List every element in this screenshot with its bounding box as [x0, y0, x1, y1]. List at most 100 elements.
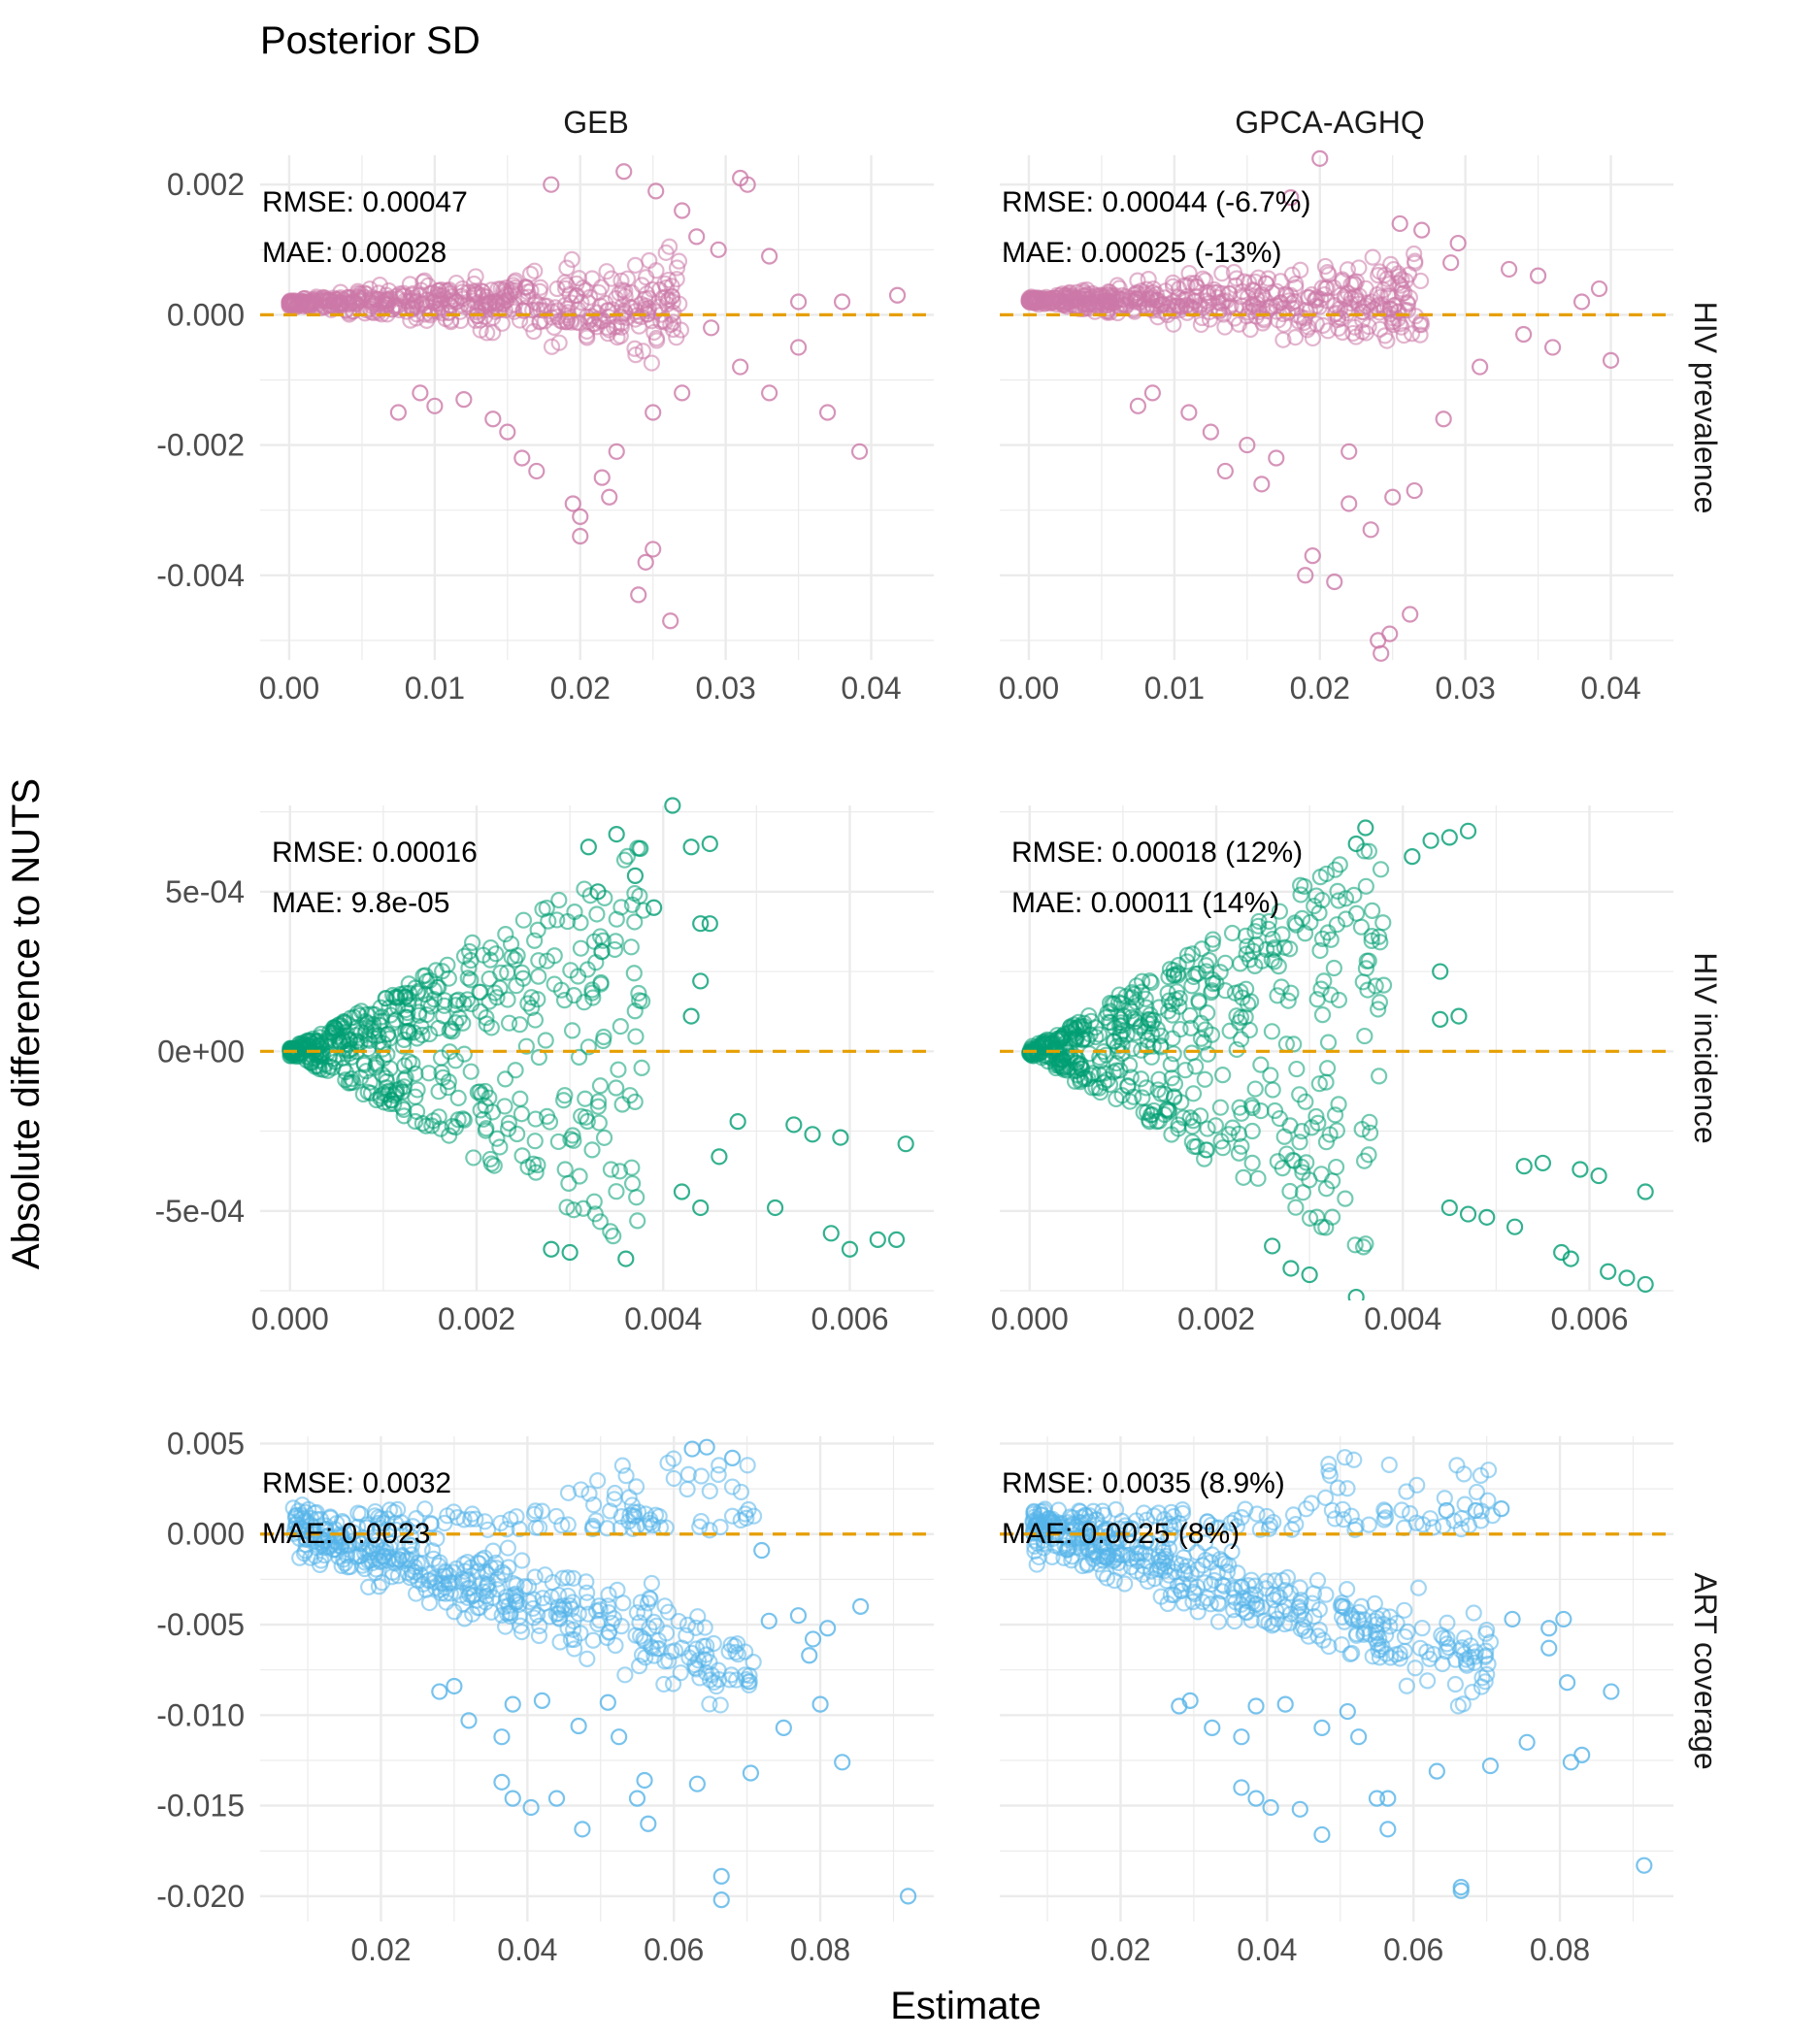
data-point [622, 938, 640, 956]
data-point [370, 1034, 387, 1051]
data-point [1216, 1555, 1234, 1572]
data-point [1294, 1164, 1311, 1181]
data-point [1518, 1733, 1536, 1751]
data-point [682, 1007, 700, 1025]
data-point [888, 286, 907, 304]
data-point [683, 1440, 701, 1458]
data-point [1231, 1099, 1248, 1116]
data-point [598, 263, 615, 280]
data-point [1459, 822, 1477, 839]
data-point [1163, 1126, 1180, 1143]
data-point [1224, 1119, 1241, 1136]
data-point [1165, 1045, 1182, 1063]
data-point [533, 1692, 551, 1709]
data-point [1288, 1060, 1306, 1078]
data-point [492, 1514, 510, 1532]
data-point [1084, 1065, 1102, 1082]
data-point [581, 288, 599, 306]
data-point [1292, 886, 1309, 904]
data-point [1253, 952, 1271, 970]
data-point [1572, 293, 1591, 311]
data-point [601, 1502, 619, 1520]
data-point [632, 1627, 649, 1645]
data-point [1221, 1022, 1239, 1039]
data-point [1334, 1608, 1351, 1626]
data-point [1293, 309, 1310, 326]
data-point [832, 1129, 849, 1146]
data-point [1481, 1633, 1500, 1651]
data-point [416, 1500, 434, 1518]
data-point [1308, 1571, 1327, 1590]
data-point [1534, 1154, 1552, 1172]
data-point [529, 1156, 546, 1174]
data-point [1122, 1520, 1140, 1537]
data-point [1054, 1528, 1072, 1545]
data-point [554, 1569, 572, 1587]
data-point [1393, 1501, 1410, 1519]
data-point [1199, 1120, 1216, 1137]
data-point [811, 1695, 829, 1713]
x-tick-label: 0.06 [644, 1932, 704, 1967]
data-point [692, 1512, 710, 1530]
data-point [356, 1554, 374, 1571]
data-point [574, 1821, 591, 1838]
data-point [513, 1552, 531, 1569]
data-point [1316, 1489, 1335, 1506]
data-point [689, 1652, 708, 1669]
data-point [617, 1250, 635, 1267]
data-point [801, 1647, 818, 1664]
data-point [431, 1683, 448, 1700]
data-point [529, 991, 546, 1008]
data-point [668, 259, 686, 277]
data-point [397, 1068, 414, 1087]
data-point [455, 947, 474, 965]
data-point [1087, 1028, 1105, 1046]
data-point [818, 404, 837, 421]
data-point [1199, 1590, 1216, 1607]
data-point [1321, 1126, 1339, 1143]
data-point [578, 1573, 595, 1591]
data-point [512, 1617, 529, 1634]
data-point [1298, 1500, 1315, 1518]
data-point [887, 1231, 906, 1248]
data-point [1330, 991, 1348, 1009]
text-layer: 0.00 0.01 0.02 0.03 0.04 -0.004 -0.002 0.000 0.0… [155, 167, 1641, 1967]
data-point [1357, 1235, 1374, 1253]
data-point [1276, 1695, 1294, 1713]
data-point [399, 1564, 416, 1582]
data-point [1304, 547, 1321, 565]
data-point [1042, 1046, 1060, 1064]
data-point [628, 1189, 645, 1206]
data-point [1053, 1030, 1071, 1047]
data-point [1309, 1114, 1327, 1132]
data-point [711, 1518, 729, 1536]
data-point [395, 1031, 414, 1049]
data-point [613, 1457, 631, 1474]
data-point [1247, 1697, 1265, 1715]
data-point [526, 1568, 544, 1586]
data-point [1478, 1665, 1496, 1684]
data-point [1098, 1569, 1116, 1587]
data-point [1432, 963, 1449, 980]
data-point [1063, 1515, 1080, 1533]
data-point [1128, 1550, 1145, 1567]
data-point [1188, 1544, 1206, 1561]
data-point [632, 839, 649, 857]
data-point [511, 1520, 528, 1538]
data-point [739, 1457, 756, 1474]
data-point [1326, 1510, 1343, 1528]
data-point [1315, 972, 1333, 990]
data-point [1352, 918, 1371, 936]
data-point [1148, 1113, 1166, 1131]
data-point [447, 1119, 464, 1136]
data-point [1476, 1648, 1494, 1665]
data-point [1411, 326, 1429, 344]
x-tick-label: 0.02 [1090, 1932, 1150, 1967]
data-point [753, 1541, 771, 1560]
data-point [454, 1595, 472, 1613]
data-point [1247, 1790, 1265, 1807]
panel-points [281, 163, 907, 630]
data-point [623, 1159, 641, 1176]
data-point [1269, 1587, 1286, 1604]
data-point [1448, 1457, 1466, 1474]
